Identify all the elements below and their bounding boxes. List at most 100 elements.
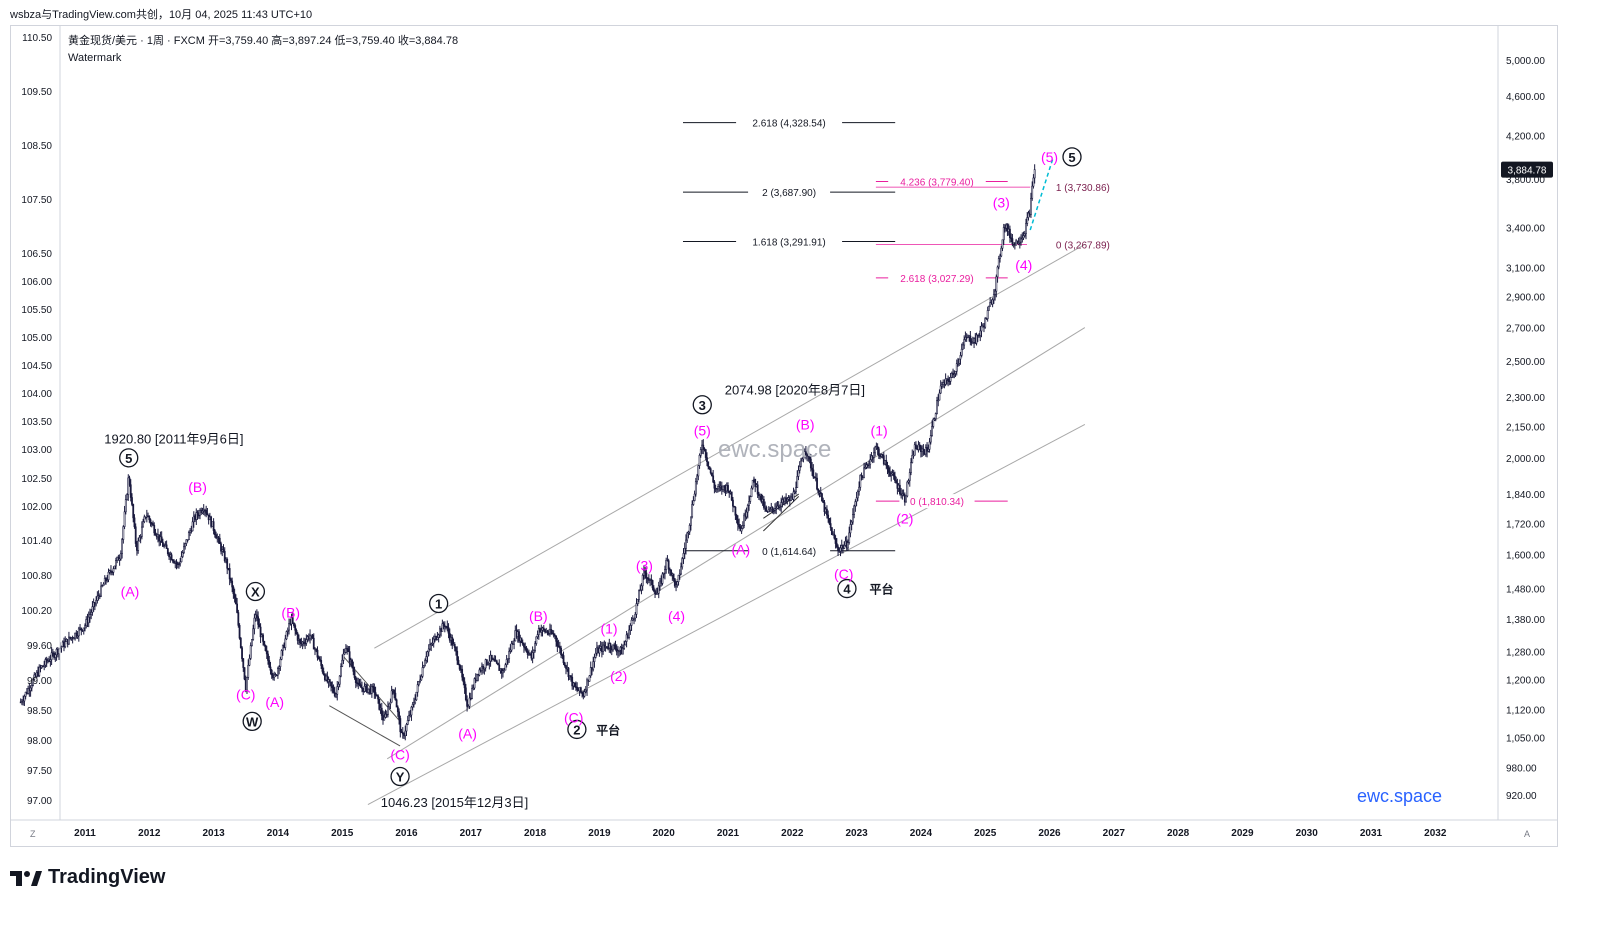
candle-body (404, 730, 407, 737)
auto-scale-button[interactable]: A (1524, 829, 1531, 839)
candle-body (751, 479, 754, 489)
candle-body (1027, 212, 1030, 218)
left-axis-tick: 108.50 (21, 141, 52, 152)
candle-body (734, 506, 737, 516)
right-axis-tick: 1,050.00 (1506, 734, 1545, 745)
candle-body (621, 648, 624, 655)
candle-body (532, 649, 535, 653)
candle-body (264, 645, 267, 652)
candle-body (858, 486, 860, 492)
candle-body (513, 640, 515, 645)
candle-body (741, 525, 744, 529)
candle-body (963, 339, 966, 346)
candle-body (429, 644, 431, 650)
symbol-legend[interactable]: 黄金现货/美元 · 1周 · FXCM 开=3,759.40 高=3,897.2… (68, 33, 458, 47)
candle-body (401, 732, 404, 735)
candle-body (1002, 227, 1005, 241)
candle-body (270, 669, 273, 676)
wave-label-intermediate: (B) (529, 608, 548, 624)
candle-body (196, 512, 199, 516)
candle-body (762, 499, 765, 508)
candle-body (77, 628, 80, 637)
candle-body (837, 546, 839, 551)
time-axis-tick: 2012 (138, 828, 161, 839)
candle-body (451, 637, 454, 646)
time-axis-tick: 2025 (974, 828, 997, 839)
candle-body (463, 681, 466, 689)
candle-body (416, 684, 419, 693)
candle-body (163, 545, 166, 547)
candle-body (505, 659, 508, 666)
candle-body (187, 532, 190, 540)
candle-body (640, 585, 643, 591)
fib-level-label: 1.618 (3,291.91) (752, 237, 825, 248)
candle-body (424, 660, 426, 667)
candle-body (472, 687, 475, 690)
wave-label-intermediate: (C) (834, 566, 853, 582)
candle-body (917, 444, 920, 450)
candle-body (656, 593, 659, 595)
candle-body (598, 648, 601, 654)
candle-body (91, 606, 94, 613)
candle-body (682, 553, 685, 559)
candle-body (103, 578, 106, 585)
candle-body (143, 516, 146, 522)
candle-body (932, 419, 935, 427)
candle-body (887, 467, 890, 473)
candle-body (661, 573, 664, 584)
candle-body (552, 633, 555, 636)
candle-body (502, 670, 504, 674)
left-axis-tick: 102.50 (21, 474, 52, 485)
channel-line (367, 423, 1086, 805)
wave-label-intermediate: (A) (121, 584, 140, 600)
wave-circle (692, 395, 712, 415)
tradingview-logo[interactable]: TradingView (10, 866, 165, 889)
time-axis-tick: 2018 (524, 828, 547, 839)
candle-body (594, 652, 597, 658)
candle-body (664, 569, 666, 574)
candle-body (905, 495, 907, 503)
candle-body (760, 493, 763, 502)
fib-levels: 2.618 (4,328.54) 2 (3,687.90) 1.618 (3,291… (682, 115, 1110, 558)
time-axis-tick: 2011 (74, 828, 96, 839)
candle-body (835, 543, 838, 548)
candle-body (870, 455, 873, 460)
candle-body (228, 568, 231, 580)
candle-body (749, 496, 752, 502)
candle-body (503, 669, 506, 672)
candle-body (950, 373, 953, 378)
candle-body (833, 533, 836, 539)
candle-body (583, 691, 586, 697)
candle-body (795, 487, 797, 493)
left-axis-tick: 104.00 (21, 389, 52, 400)
candle-body (473, 678, 476, 689)
candle-body (756, 484, 759, 495)
candle-body (986, 310, 989, 320)
candle-body (733, 505, 736, 508)
candle-body (1001, 239, 1004, 249)
candle-body (247, 664, 250, 678)
projection-line (1029, 158, 1054, 231)
candle-body (834, 537, 837, 544)
candle-body (400, 731, 403, 734)
candle-body (138, 537, 141, 542)
candle-body (723, 485, 726, 488)
candle-body (786, 498, 789, 502)
candle-body (520, 637, 523, 643)
candle-body (133, 517, 136, 528)
candle-body (162, 542, 164, 547)
last-price-label: 3,884.78 (1508, 166, 1547, 177)
candle-body (698, 454, 701, 466)
candle-body (212, 521, 215, 531)
candle-body (493, 658, 496, 662)
candle-body (425, 656, 428, 661)
time-axis-tick: 2023 (845, 828, 868, 839)
candle-body (222, 549, 225, 552)
zoom-icon[interactable]: Z (30, 829, 36, 839)
candle-body (592, 661, 595, 670)
candle-body (118, 558, 121, 561)
candle-body (281, 644, 284, 651)
candle-body (251, 639, 253, 646)
candle-body (677, 574, 680, 582)
